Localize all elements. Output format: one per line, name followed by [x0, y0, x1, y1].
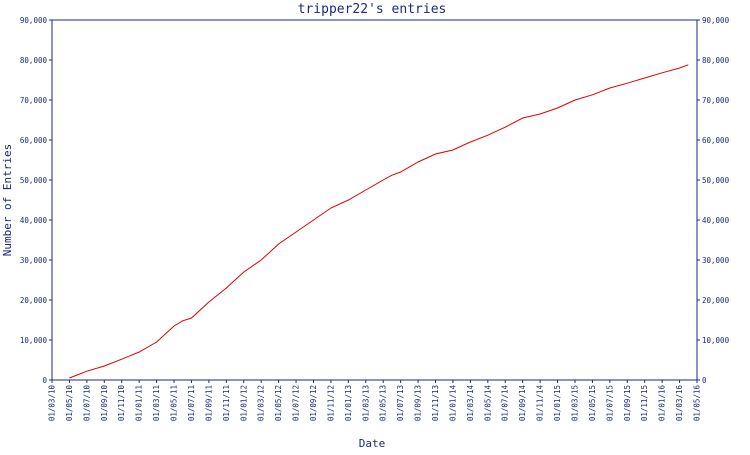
x-tick-label: 01/03/14 [466, 385, 475, 422]
y-tick-label-right: 60,000 [702, 136, 730, 145]
x-tick-label: 01/09/15 [623, 385, 632, 421]
x-tick-label: 01/05/13 [379, 385, 388, 421]
x-tick-label: 01/01/14 [448, 385, 457, 422]
y-tick-label-left: 50,000 [20, 176, 48, 185]
x-tick-label: 01/05/12 [274, 385, 283, 421]
y-tick-label-right: 0 [702, 376, 707, 385]
x-tick-label: 01/09/11 [204, 385, 213, 421]
y-tick-label-right: 30,000 [702, 256, 730, 265]
y-tick-label-right: 70,000 [702, 96, 730, 105]
x-tick-label: 01/11/14 [536, 385, 545, 422]
x-tick-label: 01/11/10 [117, 385, 126, 422]
y-tick-label-left: 80,000 [20, 56, 48, 65]
series-line [69, 64, 689, 379]
x-tick-label: 01/09/14 [518, 385, 527, 422]
plot-area: 0 0 10,000 10,000 20,000 20,000 30,000 30,000 40… [20, 16, 730, 421]
x-tick-label: 01/03/15 [570, 385, 579, 421]
y-tick-label-left: 70,000 [20, 96, 48, 105]
x-tick-label: 01/07/14 [501, 385, 510, 422]
chart-title: tripper22's entries [298, 2, 447, 17]
x-tick-label: 01/05/14 [483, 385, 492, 422]
y-tick-label-right: 80,000 [702, 56, 730, 65]
x-tick-label: 01/01/16 [658, 385, 667, 422]
y-tick-label-left: 20,000 [20, 296, 48, 305]
x-tick-label: 01/01/15 [553, 385, 562, 421]
x-tick-label: 01/11/15 [640, 385, 649, 421]
y-tick-label-right: 90,000 [702, 16, 730, 25]
x-tick-label: 01/03/13 [361, 385, 370, 421]
x-tick-label: 01/09/13 [414, 385, 423, 421]
x-tick-label: 01/03/10 [48, 385, 57, 422]
plot-frame [51, 19, 698, 381]
y-axis-title: Number of Entries [1, 144, 14, 257]
x-tick-label: 01/03/16 [675, 385, 684, 422]
x-tick-label: 01/05/11 [170, 385, 179, 421]
x-tick-label: 01/01/11 [135, 385, 144, 421]
x-tick-label: 01/11/13 [431, 385, 440, 421]
x-tick-label: 01/07/12 [292, 385, 301, 421]
x-tick-label: 01/09/12 [309, 385, 318, 421]
x-tick-label: 01/07/10 [82, 385, 91, 422]
y-tick-label-right: 10,000 [702, 336, 730, 345]
y-tick-label-left: 60,000 [20, 136, 48, 145]
x-tick-label: 01/07/15 [605, 385, 614, 421]
y-tick-label-left: 0 [42, 376, 47, 385]
y-tick-label-left: 90,000 [20, 16, 48, 25]
x-tick-label: 01/09/10 [100, 385, 109, 422]
x-tick-label: 01/03/11 [152, 385, 161, 421]
x-tick-label: 01/07/11 [187, 385, 196, 421]
x-tick-label: 01/01/13 [344, 385, 353, 421]
y-tick-label-right: 50,000 [702, 176, 730, 185]
x-tick-label: 01/07/13 [396, 385, 405, 421]
y-tick-label-right: 20,000 [702, 296, 730, 305]
x-tick-label: 01/11/11 [222, 385, 231, 421]
x-tick-label: 01/03/12 [257, 385, 266, 421]
y-tick-label-right: 40,000 [702, 216, 730, 225]
y-tick-label-left: 40,000 [20, 216, 48, 225]
y-tick-label-left: 30,000 [20, 256, 48, 265]
y-tick-label-left: 10,000 [20, 336, 48, 345]
x-tick-label: 01/05/15 [588, 385, 597, 421]
x-tick-label: 01/05/10 [65, 385, 74, 422]
x-axis-title: Date [359, 437, 386, 450]
x-tick-label: 01/01/12 [239, 385, 248, 421]
x-tick-label: 01/11/12 [326, 385, 335, 421]
x-tick-label: 01/05/16 [693, 385, 702, 422]
